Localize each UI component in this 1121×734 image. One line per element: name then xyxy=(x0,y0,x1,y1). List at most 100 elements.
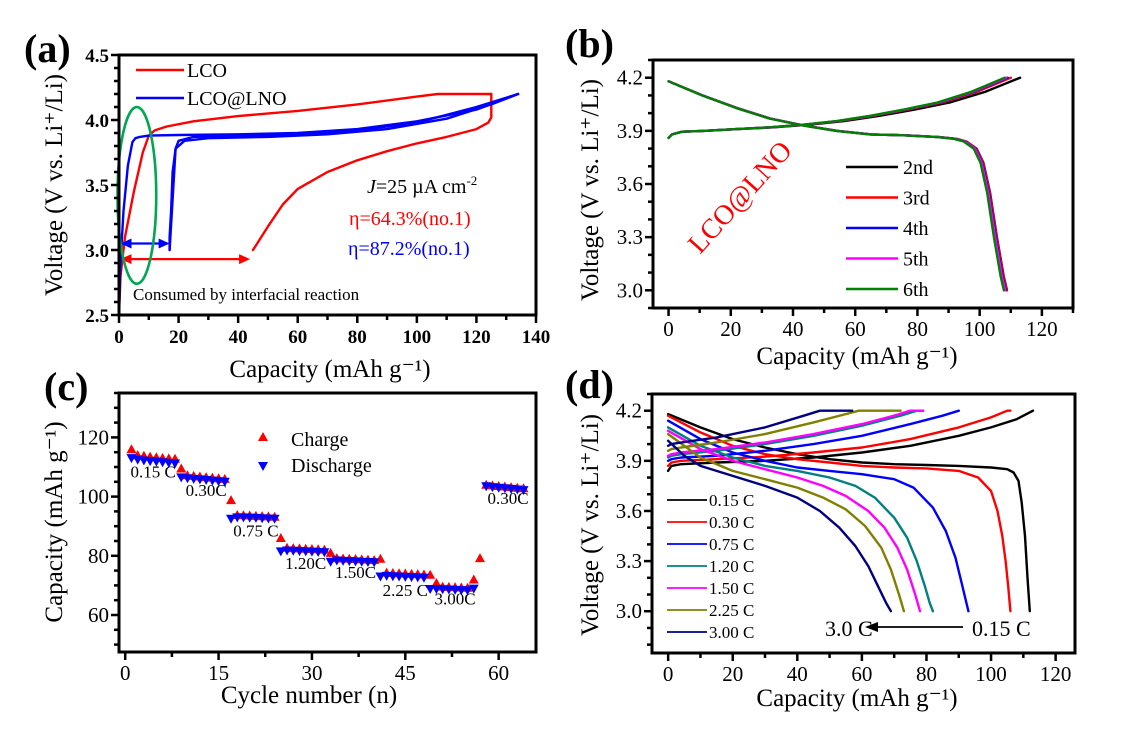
x-tick-label: 40 xyxy=(229,327,248,348)
discharge-point xyxy=(468,584,479,594)
series-3rd-discharge xyxy=(667,80,1008,292)
series-2-25c-discharge xyxy=(666,432,906,613)
y-tick-label: 3.0 xyxy=(85,241,109,262)
arrowhead-left xyxy=(120,238,132,249)
charge-point xyxy=(176,463,187,473)
rate-arrow-head xyxy=(865,622,878,632)
discharge-point xyxy=(170,459,181,469)
panel-d-ylabel: Voltage (V vs. Li⁺/Li) xyxy=(577,414,604,636)
legend-label: 0.75 C xyxy=(709,535,754,554)
panel-c-rate-labels: 0.15 C 0.30C 0.75 C 1.20C 1.50C 2.25 C 3.00C 0.… xyxy=(131,462,529,608)
x-tick-label: 60 xyxy=(488,661,509,685)
y-tick-label: 3.3 xyxy=(616,549,642,573)
y-tick-label: 3.9 xyxy=(617,119,643,143)
rate-direction-arrow: 3.0 C 0.15 C xyxy=(825,616,1031,641)
panel-d-plot-area xyxy=(666,409,1035,613)
panel-b: (b) 0 20 40 60 80 100 120 3.0 3.3 3.6 3.9 4.2 2nd 3r… xyxy=(565,21,1075,370)
discharge-point xyxy=(275,547,286,557)
panel-d-label: (d) xyxy=(565,362,614,407)
y-tick-label: 100 xyxy=(78,485,110,509)
y-tick-label: 3.6 xyxy=(616,499,642,523)
current-density-exponent: -2 xyxy=(466,173,477,188)
highlight-ellipse xyxy=(116,105,158,286)
series-1-20c-discharge xyxy=(666,426,935,613)
series-3-00c-discharge xyxy=(666,439,893,613)
legend-label: 0.15 C xyxy=(709,491,754,510)
y-tick-label: 3.3 xyxy=(617,225,643,249)
y-tick-label: 60 xyxy=(88,603,109,627)
series-lco-discharge xyxy=(251,92,493,252)
rate-label: 0.15 C xyxy=(131,462,176,481)
panel-c-legend: Charge Discharge xyxy=(258,429,372,477)
x-tick-label: 20 xyxy=(169,327,188,348)
x-tick-label: 60 xyxy=(288,327,307,348)
blue-double-arrow xyxy=(120,238,170,249)
rate-label: 3.00C xyxy=(435,590,476,609)
series-0-15c-discharge xyxy=(666,412,1031,613)
y-tick-label: 3.9 xyxy=(616,449,642,473)
panel-a-plot-area xyxy=(116,92,520,317)
panel-a-label: (a) xyxy=(24,26,71,71)
series-0-75c-charge xyxy=(666,409,960,462)
x-tick-label: 80 xyxy=(907,317,928,341)
series-0-75c-discharge xyxy=(666,419,970,613)
rate-label: 0.75 C xyxy=(233,522,278,541)
legend-marker-discharge xyxy=(258,462,268,471)
discharge-point xyxy=(369,558,380,568)
x-tick-label: 100 xyxy=(975,662,1007,686)
current-density-text: =25 µA cm xyxy=(376,176,467,198)
panel-a-ylabel: Voltage (V vs. Li⁺/Li) xyxy=(41,74,68,296)
arrowhead-right xyxy=(158,238,170,249)
charge-point xyxy=(425,569,436,579)
panel-b-ticks: 0 20 40 60 80 100 120 3.0 3.3 3.6 3.9 4.2 xyxy=(617,58,1075,341)
legend-label-3rd: 3rd xyxy=(903,188,930,210)
series-lco-lno-charge-1 xyxy=(117,92,520,317)
discharge-point xyxy=(375,572,386,582)
x-tick-label: 45 xyxy=(395,661,416,685)
series-1-50c-discharge xyxy=(666,429,922,613)
panel-a-xlabel: Capacity (mAh g⁻¹) xyxy=(229,356,430,383)
series-lco-lno-charge-2 xyxy=(168,92,520,252)
y-tick-label: 4.2 xyxy=(616,399,642,423)
legend-label-6th: 6th xyxy=(903,279,929,301)
x-tick-label: 140 xyxy=(522,327,551,348)
red-double-arrow xyxy=(120,254,251,265)
arrowhead-right xyxy=(239,254,251,265)
legend-label-4th: 4th xyxy=(903,218,929,240)
series-0-30c-charge xyxy=(666,409,1012,468)
legend-label: 1.50 C xyxy=(709,579,754,598)
panel-a: (a) 0 20 40 60 80 100 120 140 2.5 3.0 3.5 4.0 4.5 LC… xyxy=(24,26,550,383)
x-tick-label: 100 xyxy=(403,327,432,348)
series-3-00c-charge xyxy=(666,409,854,447)
series-2-25c-charge xyxy=(666,409,902,452)
panel-d-xlabel: Capacity (mAh g⁻¹) xyxy=(756,685,957,712)
y-tick-label: 4.2 xyxy=(617,66,643,90)
panel-b-legend: 2nd 3rd 4th 5th 6th xyxy=(846,157,933,301)
y-tick-label: 3.5 xyxy=(85,176,109,197)
legend-label: 1.20 C xyxy=(709,557,754,576)
series-1-50c-charge xyxy=(666,409,925,457)
panel-b-ylabel: Voltage (V vs. Li⁺/Li) xyxy=(577,79,604,301)
x-tick-label: 0 xyxy=(120,661,131,685)
y-tick-label: 4.0 xyxy=(85,111,109,132)
legend-label-lco: LCO xyxy=(187,60,227,82)
discharge-point xyxy=(269,514,280,524)
rate-label: 0.30C xyxy=(186,481,227,500)
series-2nd-discharge xyxy=(667,80,1009,292)
legend-label-charge: Charge xyxy=(291,429,349,451)
panel-c-label: (c) xyxy=(44,364,88,409)
series-discharge xyxy=(126,454,529,596)
legend-marker-charge xyxy=(258,432,268,441)
x-tick-label: 100 xyxy=(964,317,996,341)
panel-c: (c) 0 15 30 45 60 60 80 100 120 Charge Discharge… xyxy=(41,364,538,709)
panel-d-ticks: 0 20 40 60 80 100 120 3.0 3.3 3.6 3.9 4.2 xyxy=(616,392,1071,686)
legend-label-lco-lno: LCO@LNO xyxy=(187,88,287,110)
panel-d-legend: 0.15 C 0.30 C 0.75 C 1.20 C 1.50 C 2.25 C 3.00… xyxy=(667,491,754,642)
x-tick-label: 80 xyxy=(348,327,367,348)
charge-point xyxy=(226,495,237,505)
series-0-15c-charge xyxy=(666,409,1035,473)
panel-b-plot-area xyxy=(667,76,1022,292)
legend-label-2nd: 2nd xyxy=(903,157,933,179)
series-5th-discharge xyxy=(667,80,1007,292)
